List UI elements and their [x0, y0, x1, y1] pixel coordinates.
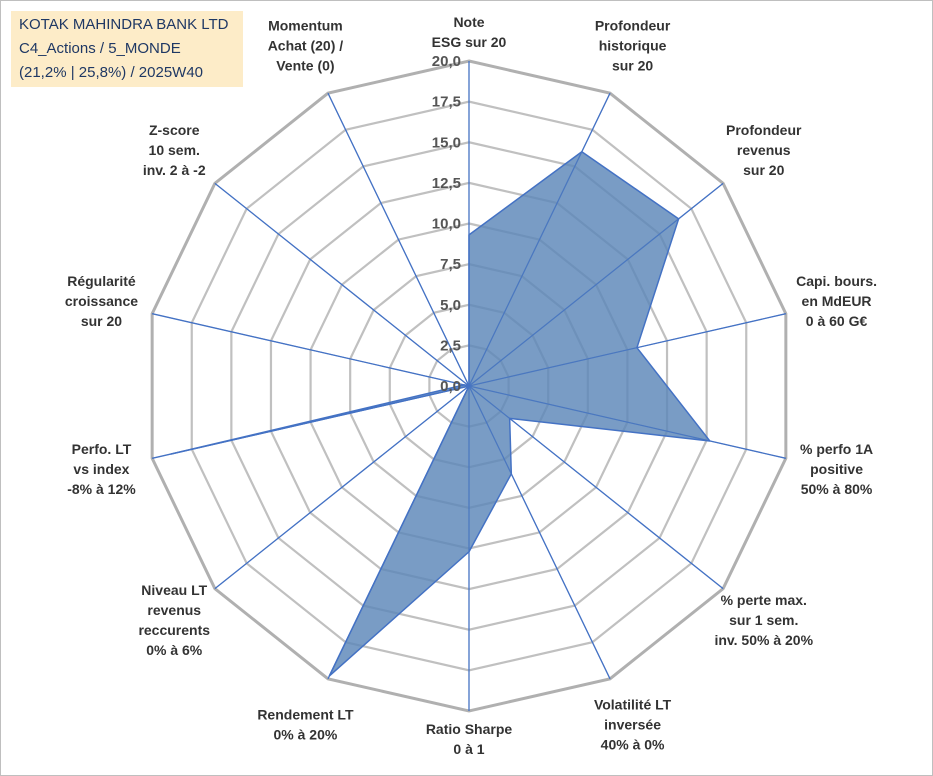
- axis-spoke-overlay: [468, 313, 786, 387]
- axis-label: Niveau LT revenus reccurents 0% à 6%: [138, 582, 210, 658]
- axis-spoke-overlay: [152, 313, 470, 387]
- tick-label: 5,0: [440, 297, 461, 314]
- info-box: KOTAK MAHINDRA BANK LTD C4_Actions / 5_M…: [11, 11, 243, 87]
- axis-label: Ratio Sharpe 0 à 1: [426, 721, 513, 757]
- axis-label: Capi. bours. en MdEUR 0 à 60 G€: [796, 273, 877, 329]
- axis-label-line: croissance: [65, 293, 138, 309]
- axis-spoke-overlay: [327, 385, 470, 680]
- axis-spoke-overlay: [468, 385, 724, 590]
- tick-label: 20,0: [432, 53, 461, 70]
- axis-label-line: sur 1 sem.: [729, 612, 798, 628]
- company-name: KOTAK MAHINDRA BANK LTD: [19, 16, 229, 33]
- axis-label-line: Note: [453, 14, 484, 30]
- axis-label-line: Rendement LT: [257, 707, 354, 723]
- axis-label: Momentum Achat (20) / Vente (0): [268, 17, 344, 73]
- axis-label: Z-score 10 sem. inv. 2 à -2: [143, 122, 206, 178]
- tick-label: 12,5: [432, 175, 461, 192]
- axis-label-line: Profondeur: [595, 17, 671, 33]
- axis-label-line: Perfo. LT: [72, 441, 132, 457]
- axis-label: Note ESG sur 20: [432, 14, 507, 50]
- axis-label-line: 10 sem.: [149, 142, 200, 158]
- axis-label-line: revenus: [147, 602, 201, 618]
- radar-series: [152, 61, 786, 711]
- axis-spoke-overlay: [468, 182, 724, 387]
- tick-label: 7,5: [440, 256, 461, 273]
- axis-label-line: inv. 2 à -2: [143, 162, 206, 178]
- axis-label-line: 40% à 0%: [601, 737, 665, 753]
- axis-label-line: reccurents: [138, 622, 210, 638]
- axis-label-line: 0 à 1: [453, 741, 484, 757]
- tick-label: 17,5: [432, 94, 461, 111]
- axis-label: Régularité croissance sur 20: [65, 273, 138, 329]
- axis-spoke-overlay: [152, 385, 470, 459]
- axis-label-line: Niveau LT: [141, 582, 207, 598]
- axis-spoke-overlay: [214, 182, 470, 387]
- axis-label-line: Régularité: [67, 273, 136, 289]
- series-area: [170, 150, 711, 677]
- axis-label: % perte max. sur 1 sem. inv. 50% à 20%: [714, 592, 813, 648]
- axis-spoke-overlay: [468, 92, 611, 387]
- tick-label: 15,0: [432, 134, 461, 151]
- axis-label-line: Profondeur: [726, 122, 802, 138]
- axis-label-line: 0% à 20%: [274, 727, 338, 743]
- axis-spoke-overlay: [214, 385, 470, 590]
- axis-label-line: Momentum: [268, 17, 343, 33]
- tick-label: 2,5: [440, 337, 461, 354]
- tick-label: 0,0: [440, 378, 461, 395]
- axis-label: % perfo 1A positive 50% à 80%: [800, 441, 873, 497]
- axis-label-line: sur 20: [81, 313, 122, 329]
- axis-label-line: 0% à 6%: [146, 642, 203, 658]
- tick-label: 10,0: [432, 216, 461, 233]
- radial-tick-labels: 0,0 2,5 5,0 7,5 10,0 12,5 15,0 17,5 20,0: [432, 53, 461, 395]
- axis-label-line: sur 20: [612, 57, 653, 73]
- axis-label-line: Capi. bours.: [796, 273, 877, 289]
- axis-label-line: Ratio Sharpe: [426, 721, 513, 737]
- axis-label-line: % perfo 1A: [800, 441, 873, 457]
- axis-label-line: % perte max.: [721, 592, 807, 608]
- axis-label: Profondeur revenus sur 20: [726, 122, 802, 178]
- axis-label-line: inv. 50% à 20%: [714, 632, 813, 648]
- axis-label-line: en MdEUR: [802, 293, 872, 309]
- axis-label-line: Z-score: [149, 122, 200, 138]
- axis-label-line: 0 à 60 G€: [806, 313, 868, 329]
- axis-spoke-overlay: [327, 92, 470, 387]
- axis-label-line: 50% à 80%: [801, 481, 873, 497]
- axis-label-line: Volatilité LT: [594, 697, 672, 713]
- axis-labels: Note ESG sur 20 Profondeur historique sur 20…: [65, 14, 877, 757]
- axis-label-line: positive: [810, 461, 863, 477]
- axis-label: Perfo. LT vs index -8% à 12%: [67, 441, 136, 497]
- axis-label: Volatilité LT inversée 40% à 0%: [594, 697, 672, 753]
- axis-label-line: historique: [599, 37, 667, 53]
- details-label: (21,2% | 25,8%) / 2025W40: [19, 64, 203, 81]
- axis-label-line: -8% à 12%: [67, 481, 136, 497]
- axis-label-line: sur 20: [743, 162, 784, 178]
- category-label: C4_Actions / 5_MONDE: [19, 40, 181, 57]
- axis-spoke-overlay: [468, 385, 786, 459]
- axis-label-line: revenus: [737, 142, 791, 158]
- axis-label-line: vs index: [73, 461, 129, 477]
- axis-label: Profondeur historique sur 20: [595, 17, 671, 73]
- axis-label-line: Achat (20) /: [268, 37, 344, 53]
- axis-spoke-overlay: [468, 385, 611, 680]
- axis-label-line: inversée: [604, 717, 661, 733]
- axis-label-line: ESG sur 20: [432, 34, 507, 50]
- axis-label: Rendement LT 0% à 20%: [257, 707, 354, 743]
- axis-label-line: Vente (0): [276, 57, 334, 73]
